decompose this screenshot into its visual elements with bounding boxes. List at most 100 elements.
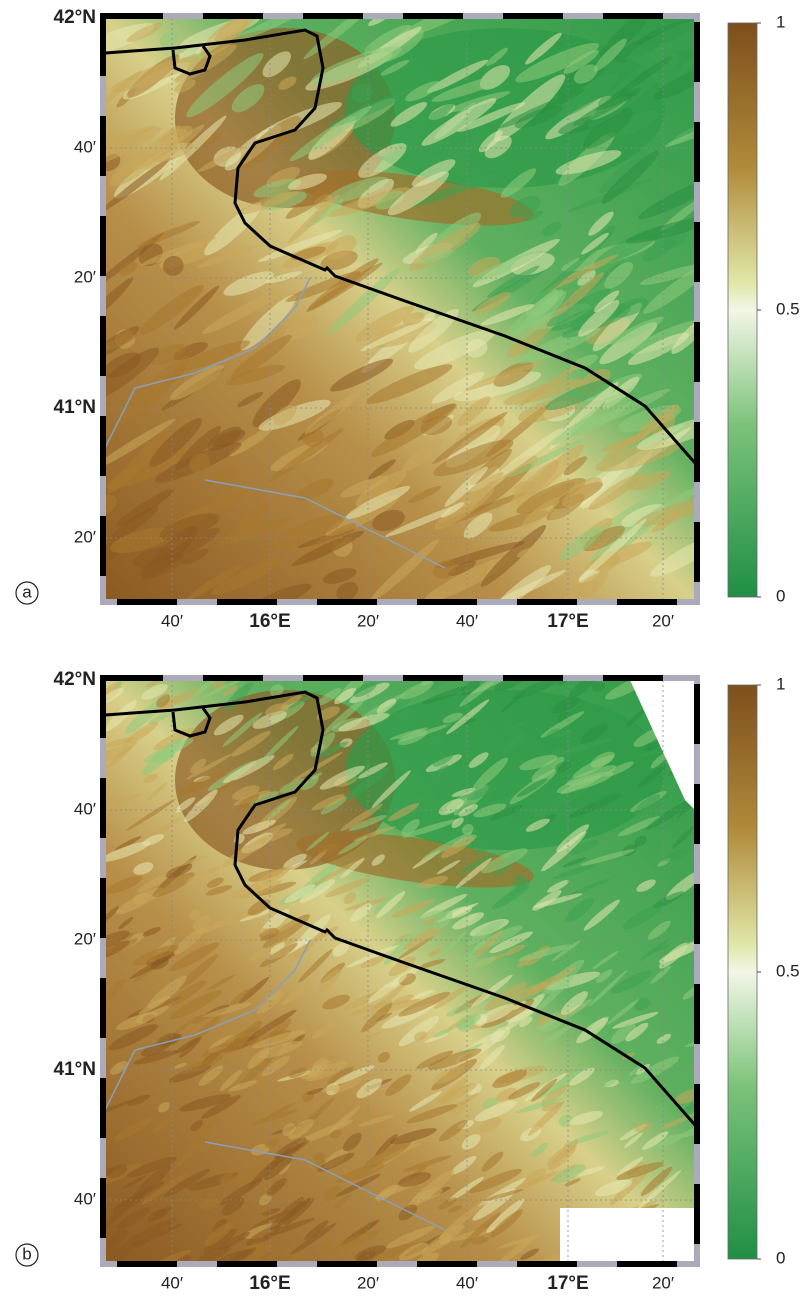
terrain [537, 1067, 588, 1099]
terrain [459, 680, 500, 707]
terrain [143, 774, 158, 784]
terrain [617, 816, 661, 837]
terrain [627, 332, 690, 365]
terrain [489, 931, 533, 954]
terrain [264, 1138, 279, 1149]
terrain [324, 877, 370, 898]
terrain [347, 1000, 393, 1016]
terrain [474, 1100, 517, 1122]
y-axis-label: 41°N [54, 397, 96, 418]
terrain [460, 680, 481, 696]
terrain [661, 231, 688, 250]
terrain [291, 246, 326, 261]
terrain [105, 745, 132, 765]
terrain [151, 343, 186, 366]
terrain [159, 31, 179, 47]
terrain [421, 98, 497, 146]
terrain [663, 848, 692, 862]
terrain [340, 475, 389, 498]
terrain [205, 975, 235, 992]
terrain [610, 1023, 636, 1044]
terrain [448, 1101, 467, 1117]
terrain [545, 379, 614, 411]
terrain [546, 288, 611, 327]
terrain [335, 1163, 385, 1184]
terrain [288, 173, 328, 191]
terrain [219, 1069, 243, 1091]
terrain [398, 1172, 432, 1187]
terrain [115, 488, 175, 527]
terrain [328, 1105, 361, 1134]
terrain [665, 868, 695, 900]
terrain [203, 1228, 237, 1255]
colorbar-tick-label: 0.5 [776, 299, 800, 318]
terrain [514, 105, 563, 129]
terrain [239, 1159, 270, 1184]
terrain [210, 779, 236, 799]
terrain [551, 696, 581, 714]
terrain [273, 1197, 315, 1232]
terrain [531, 1078, 558, 1102]
terrain [343, 1132, 362, 1152]
terrain [466, 956, 497, 970]
terrain [327, 176, 389, 203]
terrain [521, 497, 560, 530]
terrain [349, 682, 390, 704]
terrain [105, 334, 136, 352]
terrain [568, 793, 622, 819]
terrain [551, 940, 582, 962]
terrain [496, 1087, 517, 1102]
terrain [603, 426, 657, 459]
terrain [526, 967, 576, 995]
terrain [634, 835, 647, 847]
y-axis-label: 20′ [74, 527, 96, 546]
terrain [310, 732, 336, 757]
terrain [325, 235, 357, 260]
terrain [212, 1218, 228, 1233]
terrain [126, 1156, 177, 1178]
terrain [458, 804, 478, 817]
terrain [446, 699, 490, 735]
terrain [595, 92, 638, 111]
terrain [362, 983, 407, 1020]
terrain [560, 998, 593, 1021]
terrain [601, 1079, 617, 1088]
terrain [113, 1117, 152, 1142]
terrain [545, 254, 619, 292]
terrain [399, 1242, 429, 1261]
terrain [480, 524, 547, 587]
terrain [151, 957, 169, 970]
x-axis-label: 40′ [161, 611, 183, 630]
terrain [432, 753, 454, 767]
terrain [360, 316, 436, 351]
terrain [457, 396, 491, 426]
terrain [414, 909, 444, 923]
terrain [536, 1023, 574, 1050]
terrain [159, 115, 227, 181]
terrain [175, 1037, 201, 1054]
terrain [402, 1155, 452, 1173]
terrain [471, 1236, 489, 1245]
terrain [433, 1028, 453, 1038]
terrain [486, 47, 509, 67]
terrain [227, 1247, 257, 1262]
terrain [682, 1100, 695, 1114]
terrain [335, 1173, 381, 1197]
terrain [635, 492, 695, 527]
terrain [408, 989, 436, 1001]
terrain [480, 304, 535, 326]
terrain [259, 942, 298, 968]
terrain [402, 312, 425, 326]
terrain [113, 680, 128, 690]
terrain [563, 456, 587, 476]
terrain [609, 316, 665, 345]
terrain [306, 831, 330, 851]
terrain [490, 804, 523, 821]
terrain [392, 994, 415, 1005]
terrain [147, 782, 167, 801]
terrain [471, 974, 513, 1007]
terrain [500, 168, 537, 198]
y-axis-label: 40′ [74, 1189, 96, 1208]
terrain [640, 1166, 673, 1197]
